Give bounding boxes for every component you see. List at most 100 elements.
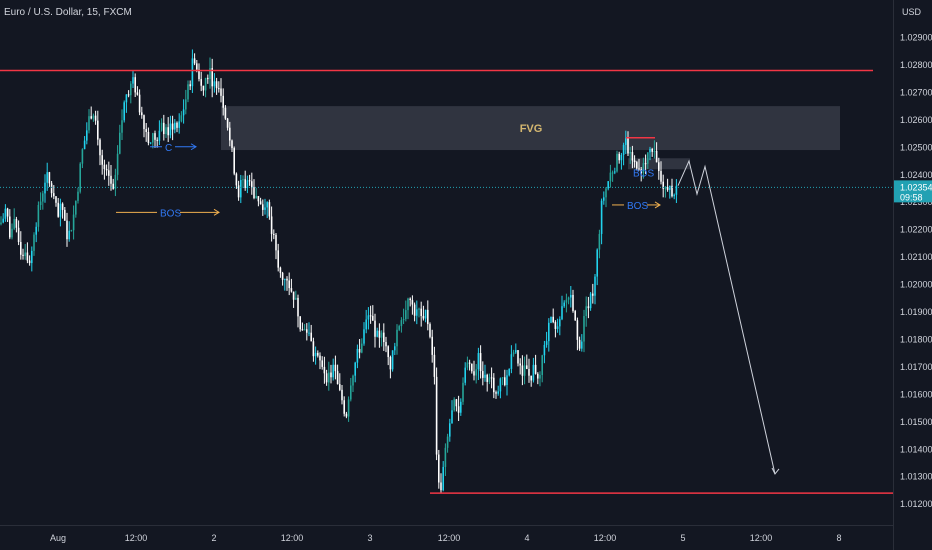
candle-body: [17, 227, 20, 242]
candle-body: [473, 371, 475, 376]
bos-left-arrowhead: [213, 208, 220, 216]
candle-body: [647, 152, 649, 164]
price-tick-label: 1.01900: [900, 307, 932, 317]
candle-body: [638, 168, 640, 170]
candle-body: [154, 133, 156, 140]
bos-annotation-left[interactable]: BOS: [116, 208, 220, 219]
candle-body: [583, 315, 585, 342]
candle-body: [262, 204, 264, 210]
bos-right-label: BOS: [627, 201, 648, 212]
candle-body: [176, 122, 178, 128]
candle-body: [380, 332, 383, 338]
price-tick-label: 1.01700: [900, 362, 932, 372]
candle-body: [666, 186, 669, 190]
candle-body: [574, 311, 576, 321]
candle-body: [446, 436, 449, 448]
candle-body: [233, 148, 235, 174]
candle-body: [97, 120, 99, 140]
candle-body: [501, 377, 504, 379]
bos-annotation-upper-right[interactable]: BOS: [633, 168, 654, 179]
candle-body: [482, 371, 484, 378]
candle-body: [598, 233, 601, 250]
candle-body: [631, 152, 634, 161]
candle-body: [182, 109, 185, 116]
candle-body: [110, 175, 112, 184]
candle-body: [301, 329, 304, 331]
candle-body: [6, 208, 9, 217]
bos-left-label: BOS: [160, 208, 181, 219]
candle-body: [130, 83, 132, 96]
candle-body: [435, 376, 438, 455]
candle-body: [79, 163, 81, 192]
price-tick-label: 1.02200: [900, 225, 932, 235]
candle-body: [475, 369, 477, 376]
candle-body: [15, 218, 18, 228]
candle-body: [312, 341, 315, 357]
candle-body: [515, 350, 517, 353]
bos-annotation-right[interactable]: BOS: [612, 201, 661, 212]
fvg-zone[interactable]: [221, 106, 840, 151]
candle-body: [589, 293, 592, 309]
projection-arrowhead: [771, 467, 780, 475]
time-tick-label: Aug: [50, 533, 66, 543]
time-axis[interactable]: Aug 12:00 2 12:00 3 12:00 4 12:00 5 12:00 8: [50, 533, 842, 543]
candle-body: [222, 95, 224, 108]
candle-body: [523, 365, 526, 376]
candle-body: [248, 180, 251, 182]
candle-body: [339, 384, 341, 390]
candle-body: [264, 207, 266, 210]
candle-body: [44, 182, 46, 194]
candle-body: [336, 371, 339, 385]
candle-body: [585, 306, 587, 316]
candle-body: [167, 127, 169, 136]
candle-body: [240, 180, 242, 198]
candle-body: [600, 200, 603, 234]
candle-body: [119, 132, 121, 154]
candlestick-series: [0, 49, 678, 494]
candle-body: [259, 201, 262, 205]
candle-body: [211, 68, 213, 87]
candle-body: [136, 92, 139, 95]
candle-body: [625, 138, 627, 145]
candle-body: [616, 153, 618, 172]
candle-body: [323, 366, 326, 374]
candle-body: [391, 350, 394, 370]
candle-body: [220, 88, 222, 96]
price-tick-label: 1.02500: [900, 142, 932, 152]
candle-body: [132, 77, 134, 84]
candle-body: [231, 140, 233, 149]
candle-body: [31, 250, 33, 264]
candle-body: [343, 400, 345, 414]
time-tick-label: 2: [211, 533, 216, 543]
candle-body: [556, 326, 559, 329]
price-tick-label: 1.01200: [900, 499, 932, 509]
candle-body: [292, 291, 295, 300]
candle-body: [39, 201, 42, 206]
candle-body: [398, 326, 400, 330]
candle-body: [471, 363, 473, 372]
price-tick-label: 1.01400: [900, 444, 932, 454]
candle-body: [121, 120, 123, 133]
candle-body: [152, 133, 154, 143]
candle-body: [543, 344, 546, 356]
candle-body: [493, 377, 495, 393]
candle-body: [48, 172, 51, 184]
candle-body: [116, 153, 119, 175]
candle-body: [86, 130, 88, 141]
choch-annotation[interactable]: C: [150, 143, 197, 154]
candle-body: [365, 319, 367, 330]
bos-upper-right-label: BOS: [633, 168, 654, 179]
candle-body: [671, 185, 673, 197]
price-tick-label: 1.01600: [900, 389, 932, 399]
candle-body: [90, 116, 92, 119]
candle-body: [567, 297, 570, 300]
candle-body: [4, 208, 7, 219]
candle-body: [75, 200, 77, 215]
candle-body: [171, 123, 174, 130]
candle-body: [328, 372, 330, 383]
projection-path[interactable]: [677, 159, 776, 475]
candle-body: [651, 148, 653, 152]
candle-body: [20, 241, 22, 255]
candle-body: [297, 297, 299, 317]
